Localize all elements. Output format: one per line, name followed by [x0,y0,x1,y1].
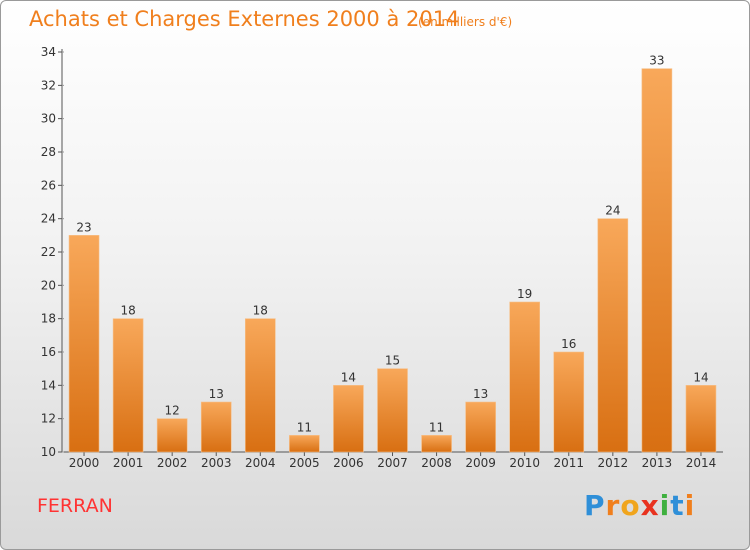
x-tick-label: 2011 [553,456,584,470]
y-tick-label: 26 [41,178,56,192]
bar-value-label: 19 [517,287,532,301]
bar-value-label: 24 [605,204,620,218]
y-tick-label: 12 [41,412,56,426]
y-tick-label: 34 [41,45,56,59]
bar [421,435,452,453]
x-tick-label: 2005 [289,456,320,470]
bar [200,401,232,453]
bar [156,418,188,453]
unit-label: (en milliers d'€) [418,15,513,29]
bar [245,318,276,453]
bar [509,301,541,453]
place-name: FERRAN [37,495,113,517]
bar-value-label: 11 [297,420,312,434]
logo-letter: o [620,489,641,522]
x-tick-label: 2014 [686,456,717,470]
bar-value-label: 13 [473,387,488,401]
x-tick-label: 2006 [333,456,364,470]
y-tick-label: 30 [41,112,56,126]
bar [289,435,320,453]
logo-letter: r [605,489,621,522]
bar-value-label: 13 [209,387,224,401]
bar-value-label: 11 [429,420,444,434]
y-tick-label: 32 [41,78,56,92]
y-tick-label: 16 [41,345,56,359]
logo-letter: t [670,489,685,522]
bar-value-label: 14 [693,370,708,384]
y-tick-label: 18 [41,312,56,326]
bar [68,235,100,453]
bar-value-label: 14 [341,370,356,384]
bar-value-label: 18 [253,304,268,318]
x-tick-label: 2013 [642,456,673,470]
logo-letter: x [640,489,660,522]
y-tick-label: 20 [41,278,56,292]
x-tick-label: 2003 [201,456,232,470]
y-tick-label: 10 [41,445,56,459]
bar [465,401,496,453]
proxiti-logo[interactable]: Proxiti [584,489,695,522]
x-tick-label: 2012 [598,456,629,470]
bar-value-label: 18 [120,304,135,318]
bar [553,351,585,453]
logo-letter: P [584,489,606,522]
chart-title: Achats et Charges Externes 2000 à 2014 [29,7,460,31]
x-tick-label: 2008 [421,456,452,470]
logo-letter: i [684,489,696,522]
y-tick-label: 24 [41,212,56,226]
y-tick-label: 22 [41,245,56,259]
bar [685,385,717,453]
bar-value-label: 16 [561,337,576,351]
bars: 23 18 12 13 18 11 14 15 11 13 19 16 24 33 14 [68,54,717,453]
x-tick-label: 2009 [465,456,496,470]
x-tick-label: 2004 [245,456,276,470]
bar-value-label: 33 [649,54,664,68]
bar [112,318,144,453]
y-tick-label: 28 [41,145,56,159]
bar-value-label: 23 [76,220,91,234]
x-tick-label: 2010 [509,456,540,470]
bar [333,385,364,453]
x-tick-label: 2000 [69,456,100,470]
bar [377,368,408,453]
x-tick-label: 2001 [113,456,144,470]
bar [597,218,629,453]
bar-value-label: 15 [385,354,400,368]
bar-value-label: 12 [165,404,180,418]
logo-letter: i [659,489,671,522]
axes: 10 12 14 16 18 20 22 24 26 28 30 32 34 2000 2001 2002 20… [41,45,723,470]
x-tick-label: 2007 [377,456,408,470]
bar [641,68,673,453]
x-tick-label: 2002 [157,456,188,470]
y-tick-label: 14 [41,378,56,392]
